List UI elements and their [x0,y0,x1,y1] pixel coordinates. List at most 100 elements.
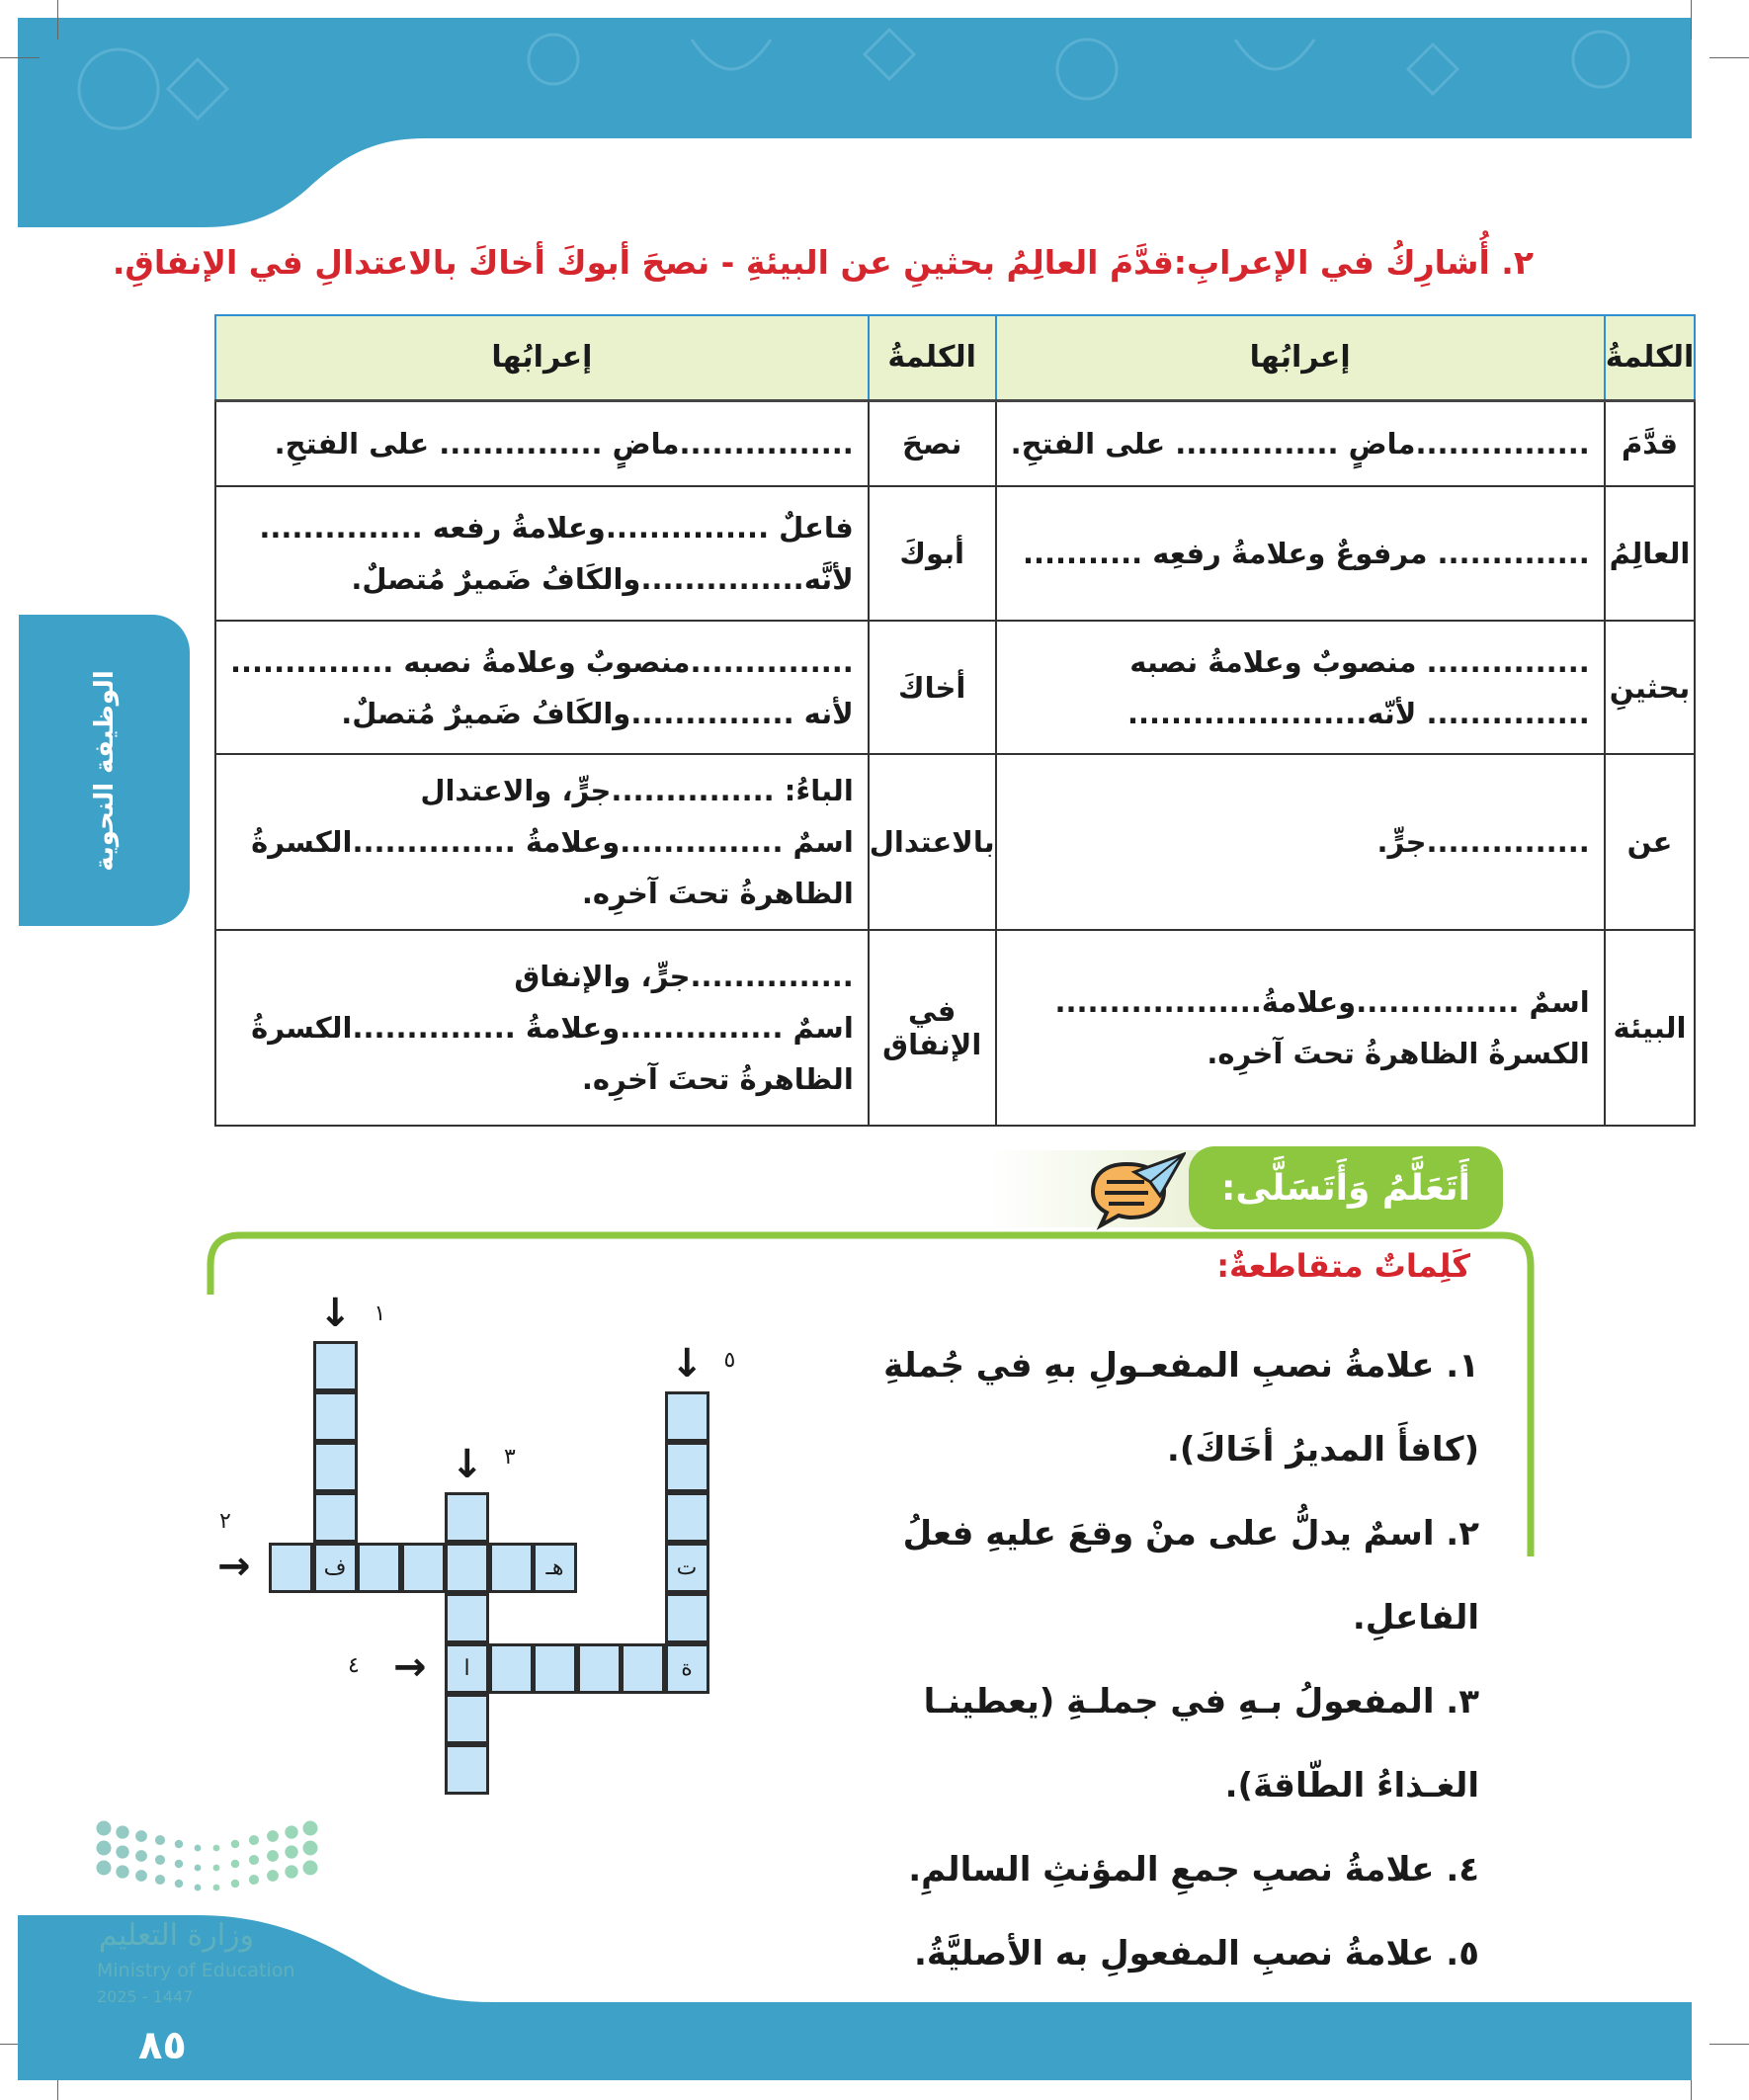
crossword-clues: ١. علامةُ نصبِ المفعـولِ بهِ في جُملةِ (… [847,1324,1479,1996]
logo-dot [96,1820,112,1836]
logo-dot [267,1870,279,1882]
arrow-down-icon: ↓ [451,1442,484,1487]
parsing-cell: فاعلٌ ...............وعلامةُ رفعه ......… [214,485,870,622]
parsing-line: اسمٌ ...............وعلامةُ ............… [251,825,854,859]
logo-dot [212,1844,220,1852]
crossword-cell-given-letter[interactable]: هـ [533,1543,577,1593]
column-header-parsing: إعرابُها [994,314,1606,402]
logo-dot [135,1870,147,1882]
word-cell: أبوكَ [867,485,997,622]
parsing-cell: ...............جرٍّ. [994,753,1606,931]
logo-dot [212,1884,220,1891]
parsing-table: الكلمةُ إعرابُها الكلمةُ إعرابُها قدَّمَ… [214,314,1697,1127]
crossword-cell[interactable] [664,1442,709,1492]
arrow-right-icon: → [393,1644,427,1690]
crossword-cell[interactable] [445,1543,489,1593]
parsing-line: فاعلٌ ...............وعلامةُ رفعه ......… [259,511,854,545]
crossword-cell[interactable] [312,1391,358,1442]
section-title-text: أَتَعَلَّمُ وَأَتَسَلَّى: [1220,1167,1471,1209]
column-header-parsing: إعرابُها [214,314,870,402]
logo-dot [248,1834,260,1846]
parsing-line: لأنه ...............والكَافُ ضَميرٌ مُتص… [341,696,854,730]
parsing-line: الظاهرةُ تحتَ آخرِه. [581,1062,854,1096]
crossword-cell[interactable] [533,1643,577,1694]
exercise-title: ٢. أُشارِكُ في الإعرابِ:قدَّمَ العالِمُ … [112,243,1534,282]
table-row: البيئة اسمٌ ...............وعلامةُ.......… [214,929,1697,1127]
logo-dot [267,1830,279,1842]
crossword-clue-number: ٥ [723,1348,736,1373]
ministry-logo-arabic: وزارة التعليم [99,1918,255,1953]
logo-dot [174,1879,184,1889]
logo-dot [194,1884,202,1891]
parsing-line: اسمٌ ...............وعلامةُ ............… [251,1011,854,1045]
page-number: ٨٥ [138,2023,187,2068]
crossword-clue-number: ١ [374,1302,386,1326]
arrow-right-icon: → [217,1544,251,1589]
crossword-cell-given-letter[interactable]: ة [664,1643,709,1694]
logo-dot [116,1825,129,1839]
crossword-cell[interactable] [445,1593,489,1643]
crossword-cell[interactable] [400,1543,446,1593]
crossword-cell[interactable] [488,1543,534,1593]
logo-dot [194,1864,202,1872]
logo-dot [230,1879,240,1889]
arrow-down-icon: ↓ [670,1341,705,1386]
crossword-cell[interactable] [445,1492,489,1543]
logo-dot [230,1839,240,1849]
crossword-cell[interactable] [445,1694,489,1744]
word-cell: العالِمُ [1603,485,1697,622]
column-header-word: الكلمةُ [867,314,997,402]
crossword-cell[interactable] [312,1442,358,1492]
crossword-cell[interactable] [357,1543,401,1593]
crossword-cell[interactable] [664,1593,709,1643]
crop-mark [0,57,40,58]
crop-mark [1709,57,1749,58]
clue-1: ١. علامةُ نصبِ المفعـولِ بهِ في جُملةِ (… [883,1346,1479,1470]
clue-4: ٤. علامةُ نصبِ جمعِ المؤنثِ السالمِ. [908,1850,1479,1890]
ministry-logo-year: 2025 - 1447 [97,1987,194,2006]
chat-bubble-paper-plane-icon [1090,1151,1186,1230]
crossword-cell[interactable] [312,1492,358,1543]
parsing-cell: ................ماضٍ ............... على… [214,399,870,487]
logo-dot [116,1845,129,1859]
crossword-cell[interactable] [576,1643,622,1694]
logo-dot [174,1859,184,1869]
logo-dot [154,1854,166,1866]
word-cell: قدَّمَ [1603,399,1697,487]
crop-mark [1709,2044,1749,2045]
header-banner [18,18,1692,227]
crossword-cell[interactable] [664,1492,709,1543]
crossword-clue-number: ٤ [348,1653,360,1678]
parsing-cell: اسمٌ ...............وعلامةُ.............… [994,929,1606,1127]
crossword-cell[interactable] [488,1643,534,1694]
logo-dot [248,1874,260,1886]
crossword-cell[interactable] [621,1643,665,1694]
logo-dot [212,1864,220,1872]
logo-dot [267,1850,279,1862]
parsing-line: ............... منصوبٌ وعلامةُ نصبه [1129,644,1590,679]
crossword-cell[interactable] [445,1744,489,1795]
crossword-cell-given-letter[interactable]: ف [312,1543,358,1593]
crossword-frame [207,1231,1535,1556]
word-cell: في الإنفاق [867,929,997,1127]
crossword-clue-number: ٢ [219,1509,231,1534]
ministry-logo-english: Ministry of Education [97,1960,295,1981]
logo-dot [230,1859,240,1869]
crossword-cell-given-letter[interactable]: ت [664,1543,709,1593]
crossword-cell[interactable] [312,1341,358,1391]
parsing-line: ............... لأنّه...................… [1126,696,1590,730]
parsing-line: ...............جرٍّ. [1376,825,1590,859]
parsing-cell: ............... منصوبٌ وعلامةُ نصبه.....… [994,620,1606,755]
crossword-cell[interactable] [664,1391,709,1442]
crossword-cell[interactable] [269,1543,313,1593]
parsing-line: .............. مرفوعٌ وعلامةُ رفعِه ....… [1022,537,1590,570]
word-cell: أخاكَ [867,620,997,755]
crossword-cell-given-letter[interactable]: ا [445,1643,489,1694]
parsing-cell: الباءُ: ...............جرٍّ، والاعتدال اس… [214,753,870,931]
word-cell: بحثينِ [1603,620,1697,755]
logo-dot [174,1839,184,1849]
logo-dot [302,1860,318,1876]
word-cell: البيئة [1603,929,1697,1127]
clue-5: ٥. علامةُ نصبِ المفعولِ به الأصليَّةُ. [913,1934,1479,1974]
logo-dot [96,1860,112,1876]
